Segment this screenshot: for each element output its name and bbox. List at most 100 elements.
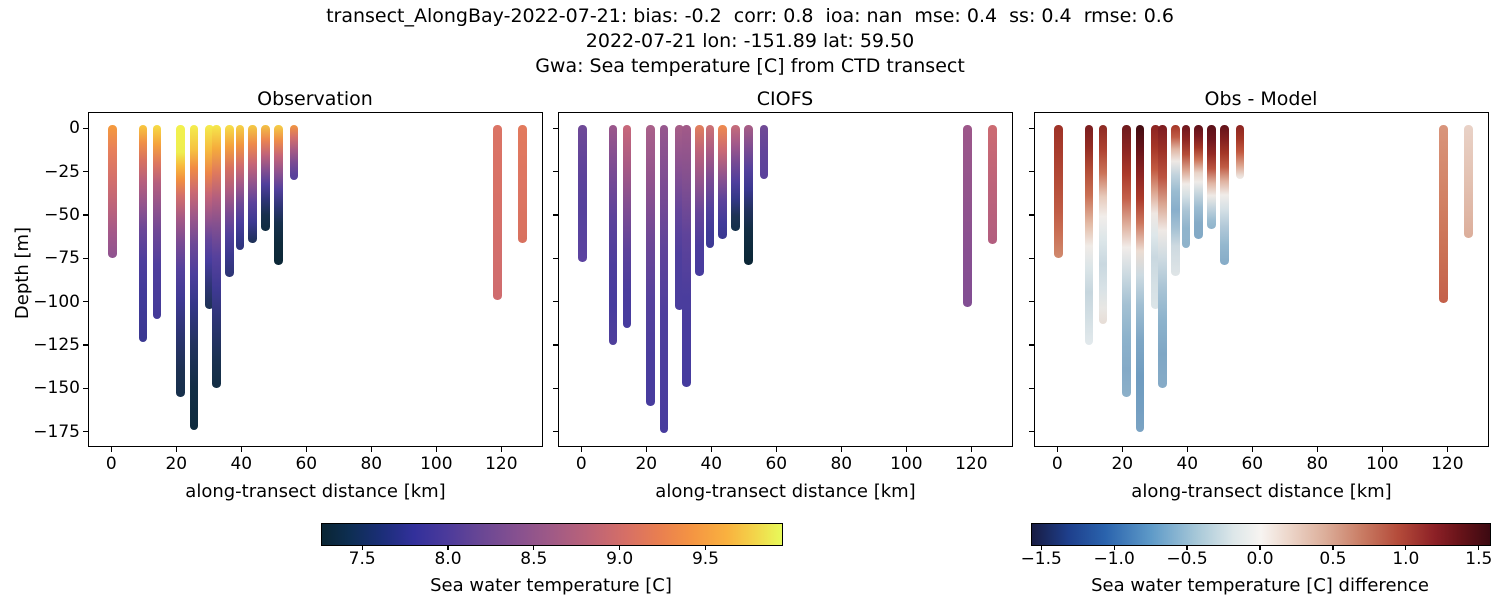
y-tick-mark bbox=[83, 214, 88, 216]
colorbar-tick-mark bbox=[447, 545, 449, 550]
x-tick-label: 20 bbox=[165, 454, 188, 474]
x-tick-mark bbox=[905, 447, 907, 452]
ctd-profile-bar bbox=[1135, 125, 1145, 432]
x-tick-mark bbox=[1121, 447, 1123, 452]
ctd-profile-bar bbox=[261, 125, 270, 231]
y-tick-mark bbox=[83, 344, 88, 346]
ctd-profile-bar bbox=[1054, 125, 1063, 259]
ctd-profile-bar bbox=[682, 125, 691, 387]
x-tick-mark bbox=[775, 447, 777, 452]
x-tick-mark bbox=[645, 447, 647, 452]
panel-title-observation: Observation bbox=[257, 88, 373, 110]
ctd-profile-bar bbox=[759, 125, 769, 179]
x-tick-mark bbox=[1381, 447, 1383, 452]
ctd-profile-bar bbox=[1220, 125, 1229, 266]
colorbar-tick-mark bbox=[1332, 545, 1334, 550]
ctd-profile-bar bbox=[1151, 125, 1160, 309]
colorbar-tick-mark bbox=[1259, 545, 1261, 550]
ctd-profile-bar bbox=[622, 125, 632, 328]
ctd-profile-bar bbox=[493, 125, 502, 300]
x-tick-mark bbox=[840, 447, 842, 452]
ctd-profile-bar bbox=[1439, 125, 1448, 304]
plot-panel-observation bbox=[88, 112, 543, 447]
y-tick-mark bbox=[553, 431, 558, 433]
ctd-profile-bar bbox=[248, 125, 257, 243]
y-tick-mark bbox=[553, 214, 558, 216]
y-tick-mark bbox=[553, 344, 558, 346]
x-tick-label: 20 bbox=[1111, 454, 1134, 474]
x-axis-label-observation: along-transect distance [km] bbox=[185, 481, 446, 502]
x-tick-label: 0 bbox=[1051, 454, 1063, 474]
y-tick-label: −25 bbox=[44, 161, 80, 182]
ctd-profile-bar bbox=[138, 125, 148, 342]
colorbar-tick-mark bbox=[704, 545, 707, 550]
ctd-profile-bar bbox=[705, 125, 715, 248]
ctd-profile-bar bbox=[205, 125, 214, 309]
x-tick-label: 100 bbox=[890, 454, 923, 474]
colorbar-label-temperature: Sea water temperature [C] bbox=[430, 575, 672, 596]
plot-panel-ciofs bbox=[558, 112, 1013, 447]
x-tick-label: 60 bbox=[765, 454, 788, 474]
colorbar-tick-label: 7.5 bbox=[348, 549, 376, 569]
colorbar-tick-mark bbox=[533, 545, 535, 550]
x-tick-mark bbox=[1186, 447, 1188, 452]
ctd-profile-bar bbox=[1181, 125, 1191, 248]
x-tick-label: 60 bbox=[1241, 454, 1264, 474]
y-tick-label: −100 bbox=[33, 291, 80, 312]
colorbar-tick-label: −0.5 bbox=[1166, 549, 1208, 569]
ctd-profile-bar bbox=[659, 125, 669, 434]
y-tick-mark bbox=[1029, 171, 1034, 173]
x-tick-mark bbox=[305, 447, 307, 452]
panel-title-ciofs: CIOFS bbox=[756, 88, 814, 110]
ctd-profile-bar bbox=[744, 125, 753, 266]
x-tick-mark bbox=[500, 447, 502, 452]
colorbar-tick-mark bbox=[619, 545, 621, 550]
x-tick-mark bbox=[370, 447, 372, 452]
x-tick-label: 40 bbox=[700, 454, 723, 474]
plot-panel-obs-minus-model bbox=[1034, 112, 1489, 447]
ctd-profile-bar bbox=[225, 125, 234, 278]
colorbar-temperature-difference bbox=[1031, 523, 1491, 546]
colorbar-tick-label: 1.5 bbox=[1465, 549, 1493, 569]
colorbar-tick-label: 1.0 bbox=[1392, 549, 1420, 569]
ctd-profile-bar bbox=[718, 125, 727, 240]
x-tick-mark bbox=[175, 447, 177, 452]
y-tick-mark bbox=[553, 257, 558, 259]
ctd-profile-bar bbox=[212, 125, 221, 389]
ctd-profile-bar bbox=[1158, 125, 1167, 389]
ctd-profile-bar bbox=[235, 125, 245, 250]
colorbar-tick-label: −1.0 bbox=[1093, 549, 1135, 569]
colorbar-temperature bbox=[321, 523, 783, 546]
x-tick-label: 80 bbox=[830, 454, 853, 474]
y-tick-label: −50 bbox=[44, 204, 80, 225]
y-tick-mark bbox=[83, 301, 88, 303]
x-tick-label: 100 bbox=[1366, 454, 1399, 474]
ctd-profile-bar bbox=[289, 125, 299, 181]
colorbar-tick-label: 8.0 bbox=[434, 549, 462, 569]
ctd-profile-bar bbox=[963, 125, 972, 307]
ctd-profile-bar bbox=[108, 125, 117, 259]
x-axis-label-obs-minus-model: along-transect distance [km] bbox=[1131, 481, 1392, 502]
panel-title-obs-minus-model: Obs - Model bbox=[1204, 88, 1318, 110]
x-tick-label: 40 bbox=[230, 454, 253, 474]
x-tick-label: 80 bbox=[1306, 454, 1329, 474]
ctd-profile-bar bbox=[988, 125, 997, 245]
y-tick-mark bbox=[83, 127, 88, 129]
ctd-profile-bar bbox=[731, 125, 740, 231]
ctd-profile-bar bbox=[189, 125, 199, 430]
x-tick-mark bbox=[1251, 447, 1253, 452]
y-tick-label: −150 bbox=[33, 378, 80, 399]
y-tick-mark bbox=[1029, 431, 1034, 433]
y-tick-mark bbox=[83, 387, 88, 389]
y-tick-label: 0 bbox=[69, 118, 80, 139]
ctd-profile-bar bbox=[1122, 125, 1131, 397]
y-tick-mark bbox=[553, 301, 558, 303]
y-tick-mark bbox=[553, 171, 558, 173]
colorbar-tick-label: 0.0 bbox=[1246, 549, 1274, 569]
y-tick-mark bbox=[1029, 127, 1034, 129]
x-axis-label-ciofs: along-transect distance [km] bbox=[655, 481, 916, 502]
x-tick-label: 60 bbox=[295, 454, 318, 474]
ctd-profile-bar bbox=[176, 125, 185, 397]
x-tick-mark bbox=[710, 447, 712, 452]
x-tick-label: 0 bbox=[105, 454, 117, 474]
